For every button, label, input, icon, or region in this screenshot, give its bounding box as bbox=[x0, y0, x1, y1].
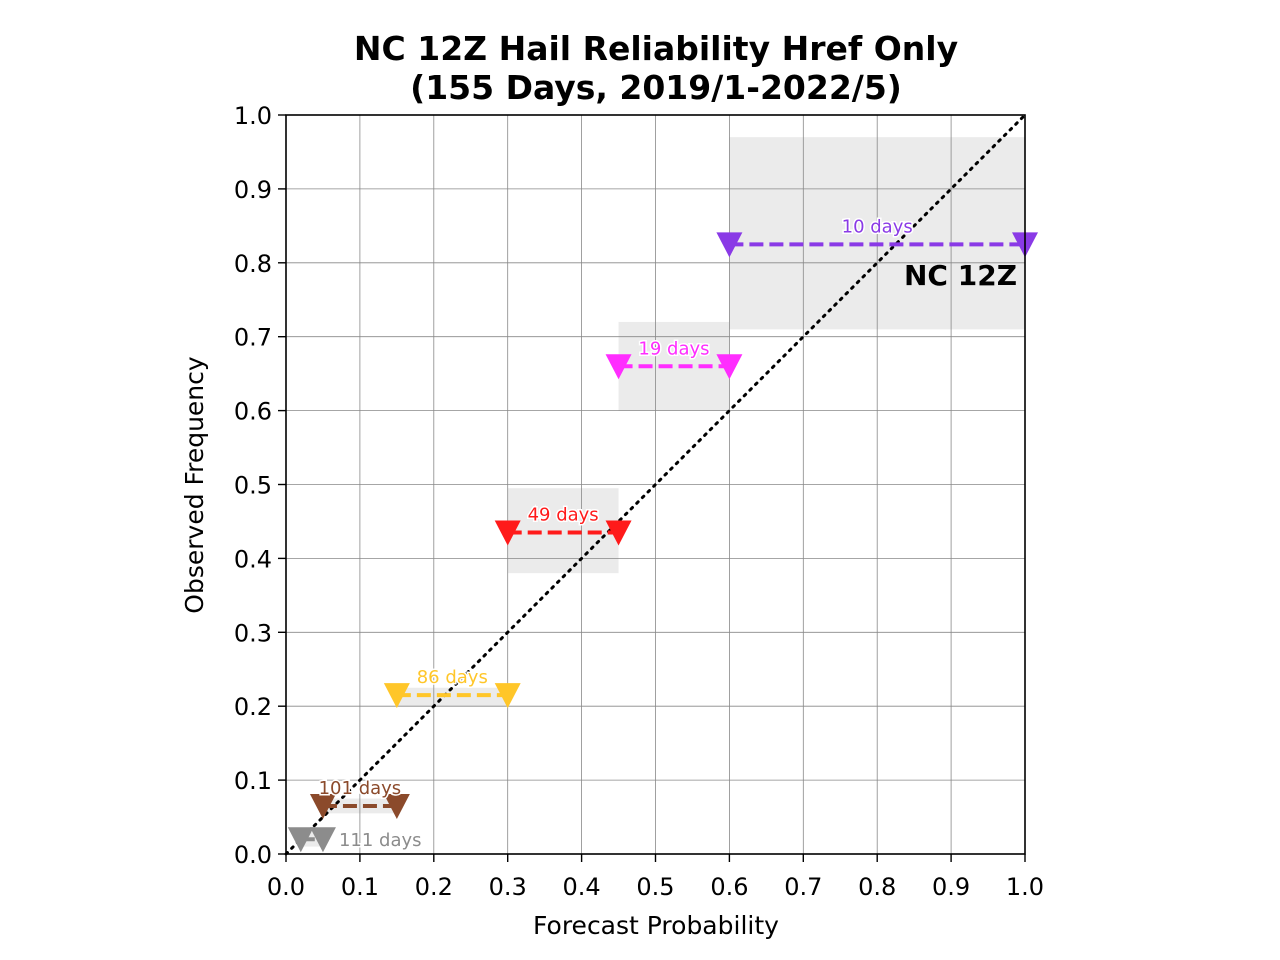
ci-box-4 bbox=[618, 321, 730, 411]
bin-label-0: 111 days bbox=[339, 830, 422, 851]
bin-marker-end-3 bbox=[605, 520, 632, 546]
bin-labels: 111 days 101 days 86 days 49 days 19 days 10 … bbox=[317, 215, 914, 853]
bin-marker-start-1 bbox=[309, 793, 336, 819]
x-axis-ticks: 0.0 0.1 0.2 0.3 0.4 0.5 0.6 0.7 0.8 0.9 1.0 bbox=[267, 854, 1044, 901]
x-tick-label-1: 0.1 bbox=[341, 873, 379, 901]
bin-marker-end-2 bbox=[494, 683, 521, 709]
bin-marker-start-4 bbox=[605, 354, 632, 380]
bin-marker-start-3 bbox=[494, 520, 521, 546]
x-tick-label-0: 0.0 bbox=[267, 873, 305, 901]
x-tick-label-10: 1.0 bbox=[1006, 873, 1044, 901]
y-tick-label-4: 0.4 bbox=[234, 545, 272, 573]
bin-label-1: 101 days bbox=[319, 778, 402, 799]
y-tick-label-10: 1.0 bbox=[234, 102, 272, 130]
y-tick-label-5: 0.5 bbox=[234, 472, 272, 500]
bin-label-2: 86 days bbox=[417, 667, 488, 688]
ci-box-3 bbox=[507, 488, 619, 574]
bin-label-5: 10 days bbox=[842, 216, 913, 237]
y-tick-label-7: 0.7 bbox=[234, 324, 272, 352]
y-tick-label-2: 0.2 bbox=[234, 693, 272, 721]
y-tick-label-6: 0.6 bbox=[234, 398, 272, 426]
bin-marker-start-5 bbox=[716, 232, 743, 258]
bin-label-4: 19 days bbox=[638, 338, 709, 359]
ci-box-2 bbox=[396, 687, 508, 707]
perfect-reliability-line bbox=[284, 113, 1027, 856]
x-tick-label-6: 0.6 bbox=[710, 873, 748, 901]
x-tick-label-3: 0.3 bbox=[489, 873, 527, 901]
y-tick-label-3: 0.3 bbox=[234, 619, 272, 647]
bin-marker-start-0 bbox=[287, 827, 314, 853]
region-label: NC 12Z bbox=[904, 259, 1017, 292]
y-tick-label-1: 0.1 bbox=[234, 767, 272, 795]
y-tick-label-9: 0.9 bbox=[234, 176, 272, 204]
y-axis-ticks: 0.0 0.1 0.2 0.3 0.4 0.5 0.6 0.7 0.8 0.9 1.0 bbox=[234, 102, 286, 869]
y-tick-label-8: 0.8 bbox=[234, 250, 272, 278]
bin-marker-start-2 bbox=[383, 683, 410, 709]
chart-subtitle: (155 Days, 2019/1-2022/5) bbox=[410, 68, 902, 107]
x-tick-label-5: 0.5 bbox=[636, 873, 674, 901]
y-axis-label: Observed Frequency bbox=[180, 356, 209, 614]
x-tick-label-2: 0.2 bbox=[415, 873, 453, 901]
y-tick-label-0: 0.0 bbox=[234, 841, 272, 869]
x-axis-label: Forecast Probability bbox=[533, 911, 779, 940]
chart-title: NC 12Z Hail Reliability Href Only bbox=[354, 29, 958, 68]
bin-marker-end-1 bbox=[383, 793, 410, 819]
reference-diagonal bbox=[284, 113, 1027, 856]
bin-lines bbox=[300, 242, 1025, 842]
bin-label-3: 49 days bbox=[528, 505, 599, 526]
x-tick-label-9: 0.9 bbox=[932, 873, 970, 901]
bin-marker-end-0 bbox=[309, 827, 336, 853]
x-tick-label-4: 0.4 bbox=[563, 873, 601, 901]
bin-markers bbox=[287, 232, 1038, 853]
x-tick-label-8: 0.8 bbox=[858, 873, 896, 901]
bin-marker-end-4 bbox=[716, 354, 743, 380]
x-tick-label-7: 0.7 bbox=[784, 873, 822, 901]
